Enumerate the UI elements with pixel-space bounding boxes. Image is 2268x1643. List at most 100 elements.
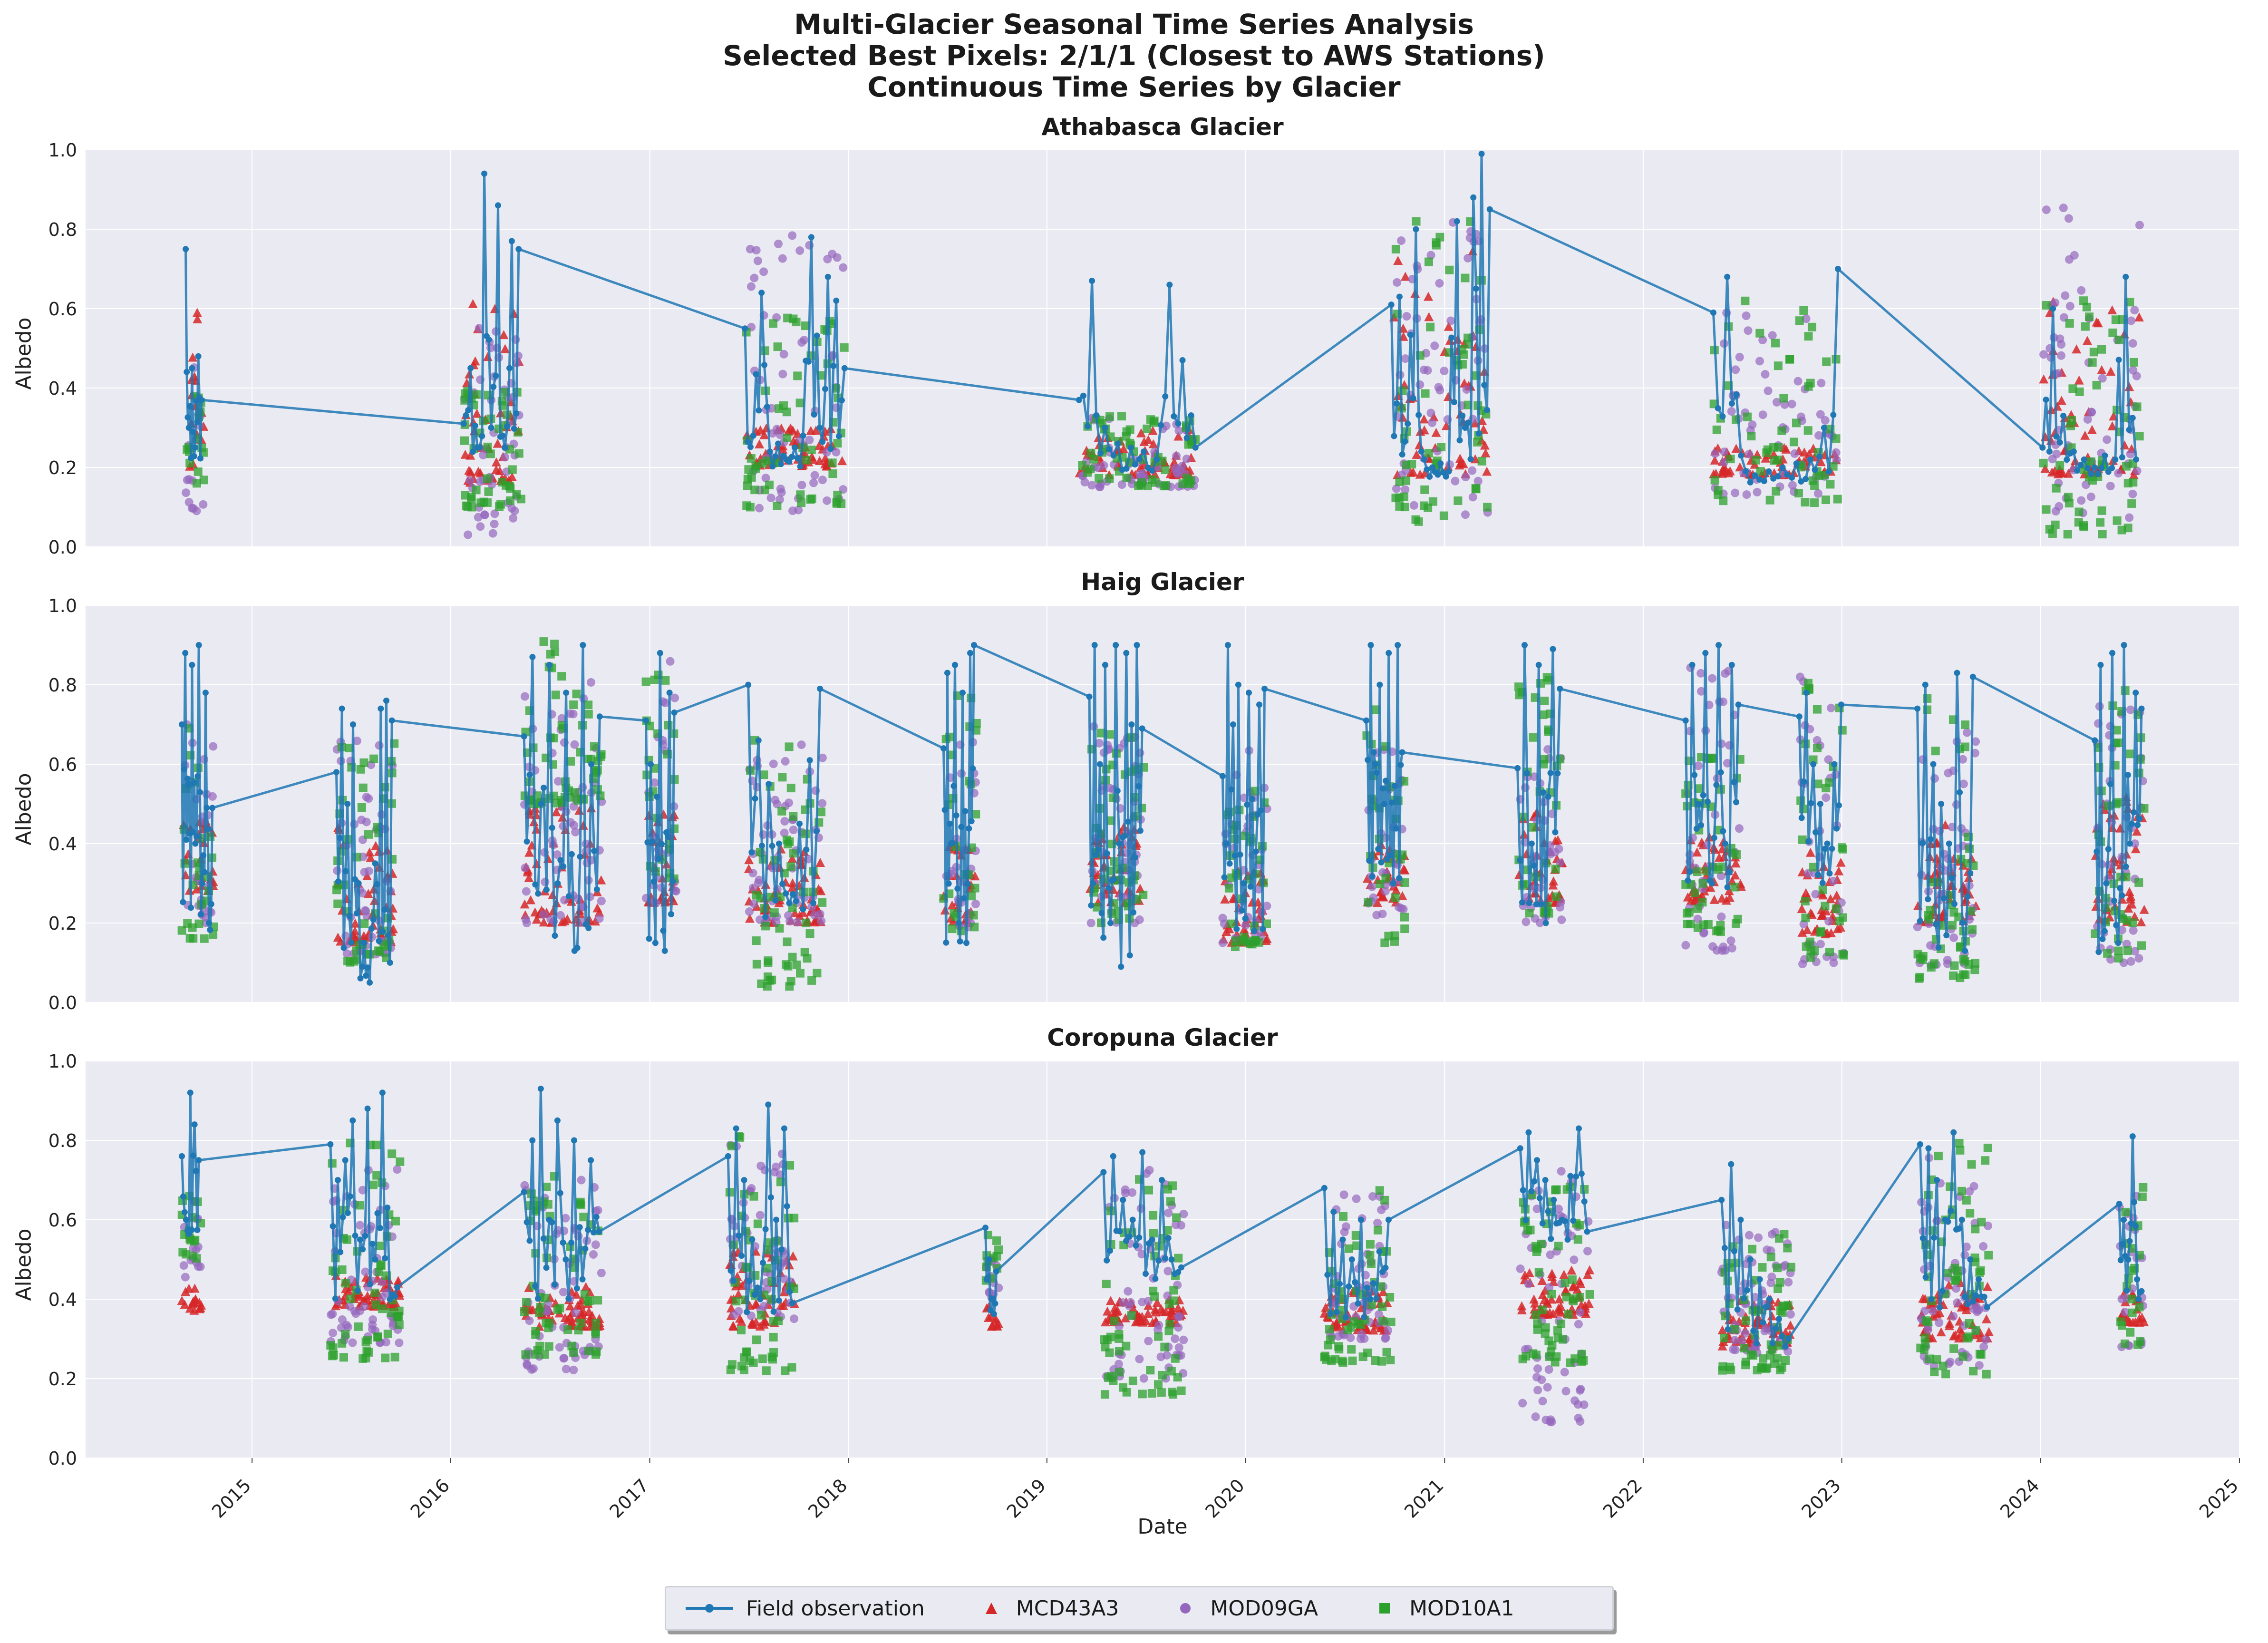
mod09ga-point (350, 1306, 359, 1315)
field-observation-point (344, 1210, 351, 1216)
mod09ga-point (1117, 480, 1126, 489)
mod09ga-point (475, 324, 484, 333)
mod09ga-point (2106, 482, 2115, 491)
mod09ga-point (1095, 482, 1104, 491)
field-observation-points (183, 150, 2140, 486)
mod10a1-point (1804, 332, 1813, 341)
mod10a1-point (1334, 1342, 1343, 1351)
mod09ga-point (1461, 510, 1470, 519)
mcd43a3-point (1731, 444, 1741, 453)
mcd43a3-point (491, 457, 501, 467)
mod09ga-point (591, 1240, 600, 1249)
mod09ga-point (761, 474, 770, 483)
mcd43a3-point (499, 330, 509, 340)
mcd43a3-point (1481, 448, 1491, 457)
mod10a1-point (1078, 461, 1087, 470)
mod10a1-point (2126, 1328, 2135, 1337)
mod09ga-point (183, 476, 192, 485)
mod09ga-point (1576, 1385, 1585, 1394)
mod09ga-point (839, 263, 848, 272)
mod10a1-point (371, 1300, 380, 1309)
field-observation-point (185, 425, 192, 431)
mod09ga-point (1340, 1227, 1349, 1236)
mod09ga-point (778, 254, 787, 263)
mod09ga-point (1758, 336, 1767, 345)
mod10a1-point (1157, 1388, 1166, 1397)
mod10a1-point (1786, 1263, 1795, 1272)
mod09ga-point (1557, 1167, 1566, 1176)
mod10a1-point (1161, 466, 1170, 475)
mod10a1-point (1424, 257, 1433, 266)
mod10a1-point (372, 1140, 381, 1149)
mod10a1-point (376, 1260, 385, 1269)
mod10a1-point (1718, 1362, 1727, 1371)
mod10a1-point (1358, 1352, 1367, 1361)
mod09ga-point (809, 478, 818, 487)
mod10a1-point (1719, 1333, 1728, 1342)
mod09ga-point (810, 471, 819, 480)
mod09ga-point (1772, 398, 1781, 407)
mod09ga-point (2127, 316, 2136, 325)
mod10a1-point (787, 1363, 796, 1372)
mod09ga-point (1758, 410, 1767, 419)
mod10a1-point (370, 1288, 379, 1297)
mod10a1-point (750, 486, 759, 495)
mod09ga-point (1574, 1320, 1583, 1329)
mod10a1-point (472, 390, 481, 399)
field-observation-point (188, 1227, 195, 1234)
mcd43a3-point (2087, 425, 2097, 434)
mcd43a3-point (507, 472, 517, 481)
mod10a1-point (593, 1296, 602, 1305)
mod09ga-point (1171, 1334, 1180, 1343)
mod10a1-point (1924, 1318, 1933, 1327)
mod09ga-point (464, 530, 473, 539)
mod10a1-point (833, 490, 842, 499)
mod10a1-point (1756, 467, 1765, 476)
mod10a1-point (514, 449, 523, 458)
mod10a1-point (1981, 1156, 1990, 1165)
mod10a1-point (1158, 1371, 1167, 1380)
mod10a1-point (1949, 1344, 1958, 1353)
y-tick-label: 1.0 (48, 1051, 77, 1072)
field-observation-point (186, 403, 193, 409)
mod10a1-point (1795, 316, 1804, 325)
mod09ga-point (1172, 467, 1181, 476)
mod10a1-point (1759, 1354, 1768, 1363)
mod10a1-point (329, 1343, 338, 1352)
mod10a1-point (1151, 478, 1160, 487)
mod10a1-point (2042, 505, 2051, 514)
mcd43a3-point (2040, 464, 2050, 473)
mcd43a3-point (1710, 455, 1720, 465)
mod10a1-point (354, 1322, 363, 1331)
field-observation-point (197, 455, 204, 462)
mod10a1-point (372, 1171, 381, 1180)
mcd43a3-point (2074, 375, 2084, 385)
field-observation-point (476, 444, 483, 450)
mod09ga-point (1462, 385, 1471, 394)
mod09ga-point (1352, 1194, 1361, 1203)
field-observation-point (339, 1214, 346, 1220)
mod10a1-point (2088, 358, 2097, 367)
mod10a1-point (338, 1265, 347, 1274)
mod10a1-point (1483, 503, 1492, 512)
mod10a1-point (2045, 525, 2054, 534)
mod09ga-point (766, 494, 775, 503)
mod10a1-point (194, 467, 203, 476)
y-tick-label: 0.8 (48, 1130, 77, 1151)
mod10a1-point (188, 1251, 197, 1260)
mod09ga-point (1949, 1312, 1958, 1321)
mod10a1-point (2114, 335, 2123, 344)
mod09ga-point (1473, 476, 1483, 486)
mod10a1-point (2136, 1337, 2145, 1346)
mod09ga-point (2055, 334, 2064, 343)
mcd43a3-point (2107, 305, 2117, 315)
mod10a1-point (1554, 1242, 1563, 1251)
mod09ga-point (488, 529, 497, 538)
field-observation-point (349, 1117, 356, 1124)
mod10a1-point (1322, 1355, 1331, 1364)
field-observation-point (481, 170, 488, 177)
mod10a1-point (1117, 412, 1126, 421)
mod10a1-point (2096, 518, 2105, 527)
mod10a1-point (1374, 1225, 1383, 1235)
mod09ga-point (833, 253, 842, 262)
